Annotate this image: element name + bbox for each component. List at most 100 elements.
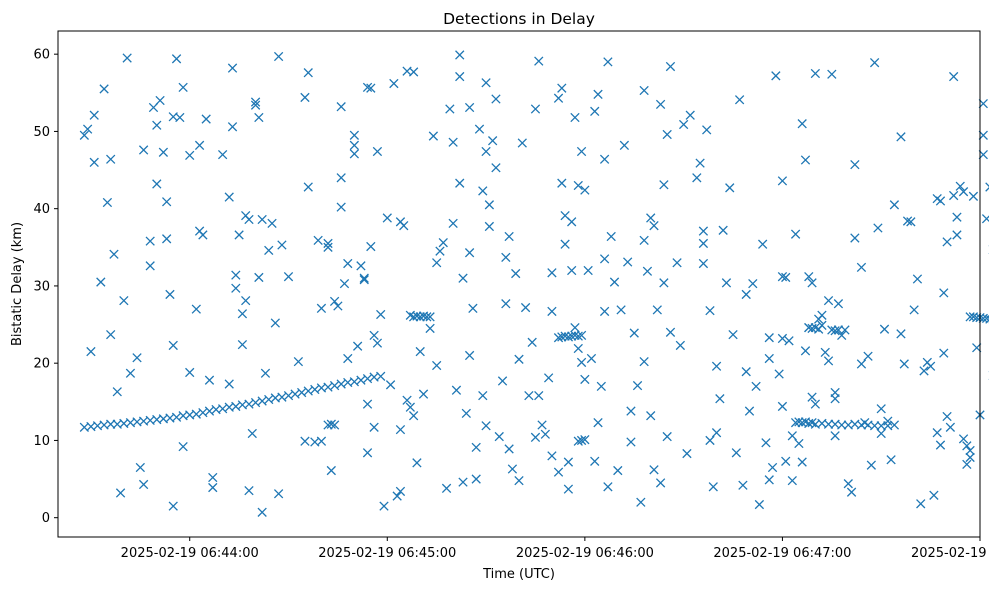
data-point-short_segments-11 <box>827 325 837 335</box>
data-point-clutter-217 <box>613 465 623 476</box>
data-point-clutter-172 <box>520 302 531 313</box>
data-point-clutter-263 <box>728 329 738 340</box>
data-point-clutter-81 <box>313 235 323 246</box>
data-point-clutter-163 <box>501 252 511 263</box>
data-point-clutter-67 <box>257 214 267 225</box>
data-point-clutter-188 <box>557 178 567 188</box>
data-point-clutter-64 <box>254 112 264 123</box>
data-point-clutter-145 <box>464 248 475 258</box>
data-point-clutter-75 <box>283 272 294 282</box>
y-tick-label-3: 30 <box>33 279 50 294</box>
data-point-clutter-356 <box>958 187 969 197</box>
data-point-clutter-135 <box>448 137 458 147</box>
data-point-clutter-186 <box>553 93 564 103</box>
data-point-short_segments-16 <box>580 435 590 445</box>
data-point-clutter-149 <box>471 442 481 453</box>
data-point-clutter-101 <box>362 448 373 458</box>
data-point-clutter-305 <box>823 295 834 306</box>
x-tick-label-2: 2025-02-19 06:46:00 <box>516 546 654 561</box>
data-point-clutter-114 <box>389 78 399 89</box>
data-point-clutter-56 <box>237 339 248 350</box>
data-point-clutter-368 <box>981 214 989 224</box>
data-point-clutter-69 <box>264 245 274 256</box>
data-point-short_segments-1 <box>316 436 327 446</box>
data-point-clutter-158 <box>487 136 498 146</box>
data-point-clutter-223 <box>629 328 639 338</box>
data-point-clutter-83 <box>323 238 333 249</box>
data-point-clutter-59 <box>244 214 254 225</box>
data-point-clutter-187 <box>557 83 567 93</box>
data-point-clutter-331 <box>896 329 906 339</box>
data-point-clutter-139 <box>455 50 465 60</box>
data-point-clutter-162 <box>497 376 508 386</box>
data-point-clutter-175 <box>530 104 541 114</box>
data-point-clutter-254 <box>705 305 715 316</box>
data-point-track_24km-1 <box>557 332 567 342</box>
data-point-clutter-128 <box>428 131 439 141</box>
data-point-clutter-218 <box>616 305 626 315</box>
data-point-clutter-362 <box>968 191 979 201</box>
data-point-clutter-226 <box>639 85 649 96</box>
data-point-clutter-347 <box>939 288 949 298</box>
data-point-clutter-341 <box>929 490 939 500</box>
x-tick-label-1: 2025-02-19 06:45:00 <box>318 546 456 561</box>
data-point-clutter-239 <box>662 129 672 140</box>
data-point-clutter-319 <box>860 418 870 428</box>
data-point-clutter-273 <box>758 239 768 249</box>
data-point-clutter-8 <box>106 154 116 164</box>
data-point-clutter-76 <box>293 356 304 367</box>
data-point-clutter-176 <box>530 432 541 443</box>
data-point-clutter-34 <box>175 112 185 123</box>
data-point-clutter-136 <box>448 218 458 229</box>
data-point-track_24km-4 <box>567 331 577 341</box>
data-point-clutter-221 <box>626 437 636 447</box>
data-point-clutter-327 <box>883 416 893 426</box>
data-point-clutter-222 <box>626 406 636 416</box>
data-point-clutter-13 <box>119 295 129 306</box>
data-point-clutter-86 <box>329 296 340 307</box>
data-point-track_26km_late-5 <box>981 313 989 324</box>
data-point-clutter-79 <box>303 68 313 78</box>
data-point-clutter-250 <box>698 258 709 269</box>
data-point-clutter-268 <box>741 289 751 300</box>
data-point-clutter-233 <box>649 221 659 231</box>
data-point-clutter-202 <box>580 374 590 385</box>
data-point-clutter-49 <box>224 192 234 202</box>
data-point-clutter-324 <box>876 428 886 439</box>
data-point-clutter-309 <box>830 431 840 441</box>
data-point-clutter-133 <box>441 483 452 493</box>
data-point-clutter-1 <box>82 124 93 134</box>
data-point-clutter-112 <box>382 213 392 223</box>
data-point-clutter-121 <box>405 402 415 412</box>
data-point-clutter-346 <box>939 348 949 358</box>
data-point-clutter-357 <box>958 434 969 444</box>
data-point-clutter-65 <box>254 272 264 283</box>
data-point-clutter-42 <box>198 230 208 240</box>
data-point-clutter-66 <box>257 507 267 517</box>
data-point-clutter-182 <box>547 268 557 278</box>
data-point-track_rising-45 <box>376 371 386 381</box>
y-tick-label-0: 0 <box>42 511 50 526</box>
data-point-clutter-237 <box>659 180 669 190</box>
data-point-clutter-2 <box>89 110 99 120</box>
data-point-clutter-312 <box>840 325 850 335</box>
data-point-clutter-247 <box>685 110 695 120</box>
data-point-clutter-317 <box>856 262 867 273</box>
data-point-clutter-185 <box>553 467 564 477</box>
data-point-clutter-260 <box>718 225 728 235</box>
data-point-clutter-92 <box>343 353 353 364</box>
data-point-clutter-252 <box>698 238 709 249</box>
data-point-clutter-165 <box>504 231 514 242</box>
data-point-clutter-88 <box>336 102 346 112</box>
data-point-clutter-256 <box>708 482 718 492</box>
data-point-clutter-74 <box>277 240 287 250</box>
data-point-track_24km-6 <box>573 331 583 341</box>
data-point-track_24km-7 <box>576 330 587 341</box>
data-point-short_segments-15 <box>576 435 587 446</box>
data-point-clutter-36 <box>178 441 188 452</box>
data-point-short_segments-12 <box>830 326 840 336</box>
data-point-clutter-196 <box>570 322 580 333</box>
data-point-track_26km-6 <box>425 312 435 322</box>
data-point-clutter-171 <box>517 138 527 148</box>
data-point-clutter-337 <box>916 499 926 509</box>
